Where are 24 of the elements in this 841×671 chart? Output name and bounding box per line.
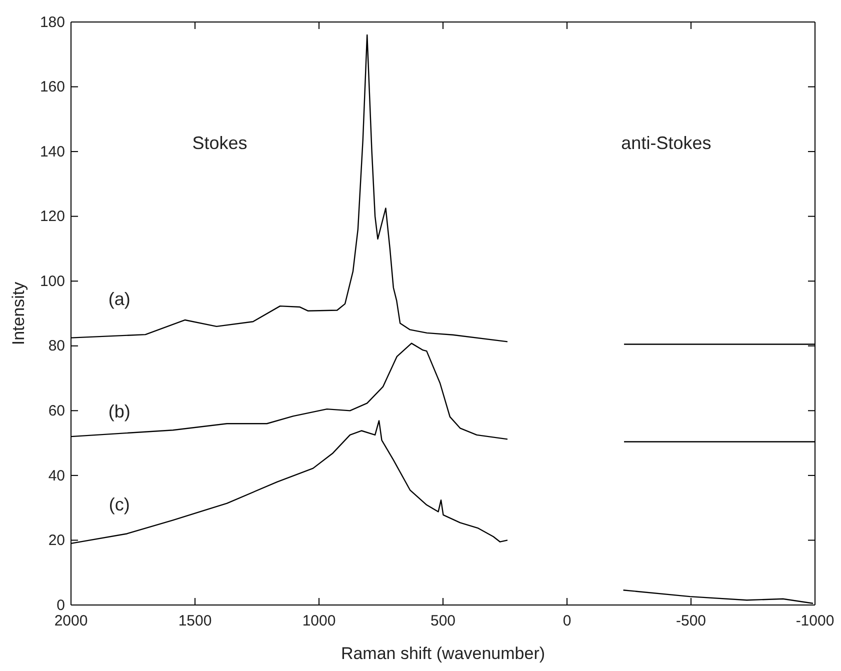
x-tick-label: 0 — [562, 612, 572, 630]
y-tick-label: 80 — [48, 338, 65, 355]
y-tick-label: 140 — [40, 143, 65, 160]
x-axis-title: Raman shift (wavenumber) — [340, 644, 546, 663]
x-tick-label: 1500 — [178, 612, 212, 630]
annotation: Stokes — [192, 133, 248, 154]
y-tick-label: 120 — [40, 208, 65, 226]
annotation: (c) — [108, 494, 130, 515]
x-tick-label: -1000 — [796, 612, 834, 630]
x-tick-label: 500 — [430, 612, 456, 630]
annotation: (b) — [108, 401, 130, 422]
annotation: (a) — [108, 288, 130, 309]
y-axis-title: Intensity — [9, 281, 28, 346]
y-tick-label: 0 — [56, 596, 65, 614]
annotation: anti-Stokes — [621, 133, 712, 154]
y-tick-label: 40 — [48, 467, 65, 484]
y-tick-label: 180 — [40, 14, 65, 31]
y-tick-label: 160 — [40, 78, 65, 96]
y-tick-label: 20 — [48, 532, 65, 550]
x-tick-label: -500 — [676, 612, 706, 630]
y-tick-label: 100 — [40, 272, 65, 290]
x-tick-label: 2000 — [54, 612, 88, 630]
y-tick-label: 60 — [48, 402, 65, 420]
x-tick-label: 1000 — [302, 612, 336, 630]
